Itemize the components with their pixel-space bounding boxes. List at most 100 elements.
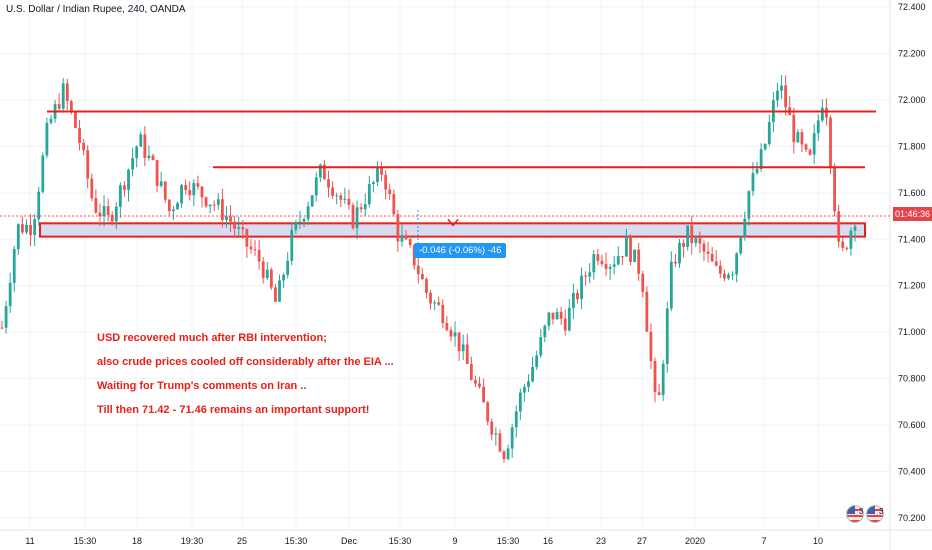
candle-body bbox=[135, 146, 139, 159]
current-time-tag: 01:46:36 bbox=[893, 207, 932, 221]
candle-body bbox=[314, 177, 318, 196]
candle-body bbox=[323, 164, 326, 180]
candle-body bbox=[584, 275, 588, 277]
candle-body bbox=[674, 261, 677, 264]
time-tick-label: 2020 bbox=[685, 536, 705, 546]
candle-body bbox=[12, 249, 16, 283]
candle-body bbox=[637, 249, 641, 274]
candle-body bbox=[820, 107, 824, 121]
candle-body bbox=[159, 181, 163, 186]
candle-body bbox=[649, 331, 653, 362]
candle-body bbox=[347, 198, 351, 206]
candle-body bbox=[188, 190, 192, 196]
candle-body bbox=[0, 327, 4, 329]
us-flag-icon[interactable] bbox=[866, 505, 884, 523]
candle-body bbox=[833, 167, 836, 212]
candle-body bbox=[812, 133, 816, 155]
candle-body bbox=[416, 265, 420, 275]
candle-body bbox=[420, 274, 424, 280]
time-tick-label: 10 bbox=[813, 536, 823, 546]
time-tick-label: 7 bbox=[761, 536, 766, 546]
candle-body bbox=[37, 191, 41, 220]
candle-body bbox=[641, 273, 645, 292]
price-tick-label: 72.200 bbox=[898, 48, 926, 58]
candle-body bbox=[535, 355, 539, 368]
price-tick-label: 70.200 bbox=[898, 513, 926, 523]
candle-body bbox=[563, 318, 567, 331]
candle-body bbox=[678, 242, 681, 264]
candle-body bbox=[625, 236, 628, 257]
candle-body bbox=[49, 118, 53, 123]
candle-body bbox=[376, 168, 379, 183]
time-tick-label: 9 bbox=[452, 536, 457, 546]
candle-body bbox=[653, 361, 657, 393]
candle-body bbox=[180, 184, 183, 204]
candle-body bbox=[588, 272, 592, 277]
candle-body bbox=[343, 198, 347, 200]
candle-body bbox=[514, 411, 518, 428]
candle-body bbox=[555, 311, 559, 320]
candle-body bbox=[90, 178, 94, 199]
candle-body bbox=[449, 330, 453, 337]
candle-body bbox=[208, 204, 212, 207]
candle-body bbox=[8, 282, 12, 307]
candle-body bbox=[506, 448, 510, 460]
candle-body bbox=[735, 253, 739, 275]
time-tick-label: 11 bbox=[25, 536, 34, 546]
candle-body bbox=[620, 256, 624, 258]
candle-body bbox=[718, 265, 722, 274]
candle-body bbox=[269, 269, 273, 288]
time-tick-label: 15:30 bbox=[389, 536, 412, 546]
candle-body bbox=[147, 155, 151, 159]
candle-body bbox=[457, 332, 461, 352]
candle-body bbox=[816, 120, 820, 134]
candle-body bbox=[510, 427, 514, 449]
candle-body bbox=[478, 383, 481, 387]
candle-body bbox=[694, 238, 698, 244]
candle-body bbox=[433, 302, 437, 304]
candle-body bbox=[327, 179, 330, 188]
candle-body bbox=[94, 198, 98, 213]
candle-body bbox=[576, 292, 579, 300]
text-annotation[interactable]: USD recovered much after RBI interventio… bbox=[97, 330, 394, 426]
candle-body bbox=[776, 90, 779, 101]
candle-body bbox=[547, 312, 551, 326]
candle-body bbox=[204, 197, 208, 207]
candle-body bbox=[278, 280, 281, 302]
candle-body bbox=[233, 221, 237, 229]
resistance-lines[interactable] bbox=[0, 110, 890, 217]
candle-body bbox=[665, 308, 669, 364]
candle-body bbox=[212, 204, 216, 206]
candle-body bbox=[474, 379, 477, 384]
candle-body bbox=[559, 311, 563, 319]
economic-events[interactable]: 3 3 bbox=[846, 505, 884, 527]
candle-body bbox=[355, 207, 359, 229]
candle-body bbox=[61, 83, 65, 109]
candle-body bbox=[629, 236, 632, 262]
candle-body bbox=[682, 242, 685, 247]
candle-body bbox=[490, 421, 494, 435]
candle-body bbox=[518, 392, 522, 412]
candle-body bbox=[351, 205, 355, 229]
candle-body bbox=[808, 149, 812, 155]
candle-body bbox=[294, 222, 298, 230]
price-tick-label: 70.400 bbox=[898, 467, 926, 477]
candle-body bbox=[767, 122, 771, 145]
candle-body bbox=[220, 199, 224, 220]
candle-body bbox=[143, 134, 147, 159]
candle-body bbox=[845, 247, 849, 249]
candle-body bbox=[196, 183, 200, 187]
candle-body bbox=[184, 184, 188, 191]
candle-body bbox=[29, 224, 32, 236]
candle-body bbox=[25, 224, 28, 233]
candle-body bbox=[257, 250, 261, 262]
candle-body bbox=[127, 169, 130, 190]
us-flag-icon[interactable] bbox=[846, 505, 864, 523]
candle-body bbox=[57, 104, 61, 109]
candle-body bbox=[616, 256, 620, 265]
candle-body bbox=[380, 168, 383, 175]
price-tick-label: 72.000 bbox=[898, 95, 926, 105]
candle-body bbox=[710, 253, 714, 262]
candle-body bbox=[155, 160, 159, 186]
